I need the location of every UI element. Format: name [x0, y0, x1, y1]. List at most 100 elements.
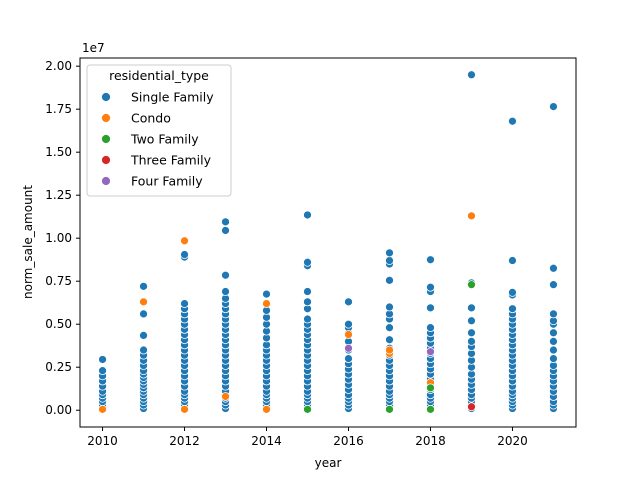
y-tick-label: 2.00 [45, 59, 72, 73]
plot-frame [79, 57, 577, 428]
data-point-two-family [385, 404, 394, 414]
data-point-single-family [344, 319, 353, 329]
data-point-condo [467, 211, 476, 221]
data-point-single-family [549, 280, 558, 290]
data-point-single-family [221, 217, 230, 227]
legend-marker [101, 134, 111, 144]
data-point-single-family [385, 323, 394, 333]
data-point-four-family [344, 343, 353, 353]
y-tick-label: 0.50 [45, 317, 72, 331]
x-tick-label: 2016 [333, 434, 364, 448]
data-point-single-family [508, 256, 517, 265]
x-axis-label: year [315, 456, 342, 470]
data-point-three-family [467, 402, 476, 412]
y-tick-label: 1.25 [45, 188, 72, 202]
data-point-condo [385, 345, 394, 355]
data-point-single-family [303, 210, 312, 220]
data-point-condo [139, 297, 148, 307]
legend-marker [101, 113, 111, 123]
legend-entry-label: Condo [131, 111, 171, 126]
data-point-single-family [303, 297, 312, 307]
data-point-single-family [303, 287, 312, 296]
y-tick-label: 1.50 [45, 145, 72, 159]
data-point-single-family [467, 303, 476, 313]
data-point-single-family [139, 345, 148, 355]
y-axis: 0.00 0.25 0.50 0.75 1.00 1.25 1.50 1.75 2.00 [45, 59, 80, 417]
x-tick-label: 2012 [169, 434, 200, 448]
data-point-four-family [426, 347, 435, 357]
legend-marker [101, 92, 111, 102]
data-point-single-family [549, 102, 558, 111]
data-point-single-family [344, 354, 353, 363]
legend-frame [86, 64, 232, 197]
data-point-single-family [344, 297, 353, 307]
y-tick-label: 1.75 [45, 102, 72, 116]
legend-entry-label: Four Family [131, 174, 203, 189]
data-point-single-family [549, 328, 558, 338]
data-point-two-family [467, 280, 476, 290]
x-axis: 2010 2012 2014 2016 2018 2020 [87, 427, 528, 448]
legend-entry-label: Three Family [130, 153, 212, 168]
data-point-single-family [549, 309, 558, 319]
data-point-single-family [549, 354, 558, 363]
x-tick-label: 2010 [87, 434, 118, 448]
legend-entry-label: Single Family [131, 90, 214, 105]
data-point-two-family [426, 383, 435, 393]
y-axis-label: norm_sale_amount [21, 185, 35, 299]
data-point-single-family [549, 345, 558, 355]
data-point-single-family [139, 309, 148, 319]
data-point-single-family [426, 303, 435, 313]
data-point-condo [180, 236, 189, 246]
y-tick-label: 0.25 [45, 360, 72, 374]
y-tick-label: 0.00 [45, 403, 72, 417]
y-tick-label: 1.00 [45, 231, 72, 245]
data-point-single-family [385, 256, 394, 265]
data-point-two-family [303, 404, 312, 414]
data-point-single-family [426, 323, 435, 333]
data-points [98, 70, 558, 414]
data-point-single-family [385, 248, 394, 258]
data-point-single-family [549, 337, 558, 346]
data-point-single-family [98, 355, 107, 364]
legend: residential_type Single Family Condo Two F… [86, 64, 232, 197]
data-point-single-family [98, 366, 107, 376]
data-point-single-family [467, 328, 476, 338]
data-point-single-family [385, 275, 394, 285]
data-point-condo [180, 404, 189, 414]
data-point-single-family [303, 257, 312, 267]
data-point-single-family [508, 304, 517, 314]
data-point-single-family [262, 289, 271, 299]
data-point-single-family [467, 70, 476, 80]
legend-marker [101, 176, 111, 186]
data-point-condo [221, 392, 230, 401]
data-point-single-family [426, 282, 435, 292]
data-point-single-family [549, 263, 558, 273]
data-point-condo [98, 404, 107, 414]
data-point-two-family [426, 404, 435, 414]
data-point-single-family [426, 255, 435, 265]
data-point-single-family [385, 302, 394, 312]
x-tick-label: 2018 [415, 434, 446, 448]
data-point-condo [262, 299, 271, 308]
legend-title: residential_type [109, 68, 209, 83]
data-point-single-family [303, 314, 312, 324]
data-point-condo [344, 330, 353, 339]
data-point-single-family [180, 250, 189, 259]
data-point-single-family [180, 299, 189, 308]
data-point-single-family [467, 316, 476, 326]
data-point-single-family [139, 281, 148, 291]
data-point-single-family [221, 270, 230, 280]
data-point-single-family [221, 287, 230, 296]
data-point-single-family [385, 335, 394, 345]
y-tick-label: 0.75 [45, 274, 72, 288]
data-point-single-family [508, 116, 517, 126]
x-tick-label: 2014 [251, 434, 282, 448]
legend-marker [101, 155, 111, 165]
x-tick-label: 2020 [497, 434, 528, 448]
y-offset-label: 1e7 [82, 41, 105, 55]
data-point-single-family [467, 337, 476, 346]
legend-entry-label: Two Family [130, 132, 199, 147]
data-point-single-family [139, 331, 148, 340]
data-point-single-family [508, 288, 517, 297]
